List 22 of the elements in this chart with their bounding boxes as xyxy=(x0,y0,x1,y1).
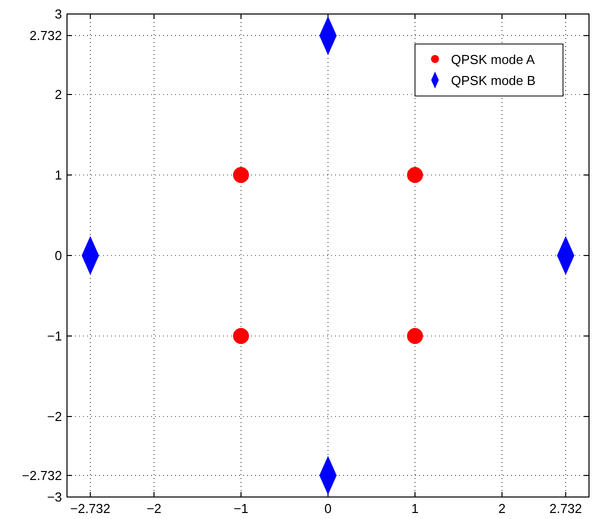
legend-label: QPSK mode A xyxy=(451,52,536,67)
x-tick-label: 2 xyxy=(498,501,506,516)
point xyxy=(407,167,423,183)
point xyxy=(233,328,249,344)
y-tick-label: −2.732 xyxy=(22,468,62,483)
legend-label: QPSK mode B xyxy=(451,73,536,88)
point xyxy=(407,328,423,344)
y-tick-label: 2 xyxy=(54,87,62,102)
x-tick-label: −1 xyxy=(234,501,248,516)
y-tick-label: 3 xyxy=(54,6,62,22)
point xyxy=(233,167,249,183)
y-tick-label: −2 xyxy=(47,409,62,424)
y-tick-label: 1 xyxy=(54,168,62,182)
x-tick-label: −2 xyxy=(146,501,162,516)
y-tick-label: −3 xyxy=(47,490,62,504)
y-tick-label: −1 xyxy=(47,328,62,344)
y-tick-label: 2.732 xyxy=(29,28,62,44)
x-tick-label: 0 xyxy=(324,501,332,516)
x-tick-label: 1 xyxy=(411,501,419,516)
x-tick-label: −2.732 xyxy=(70,501,110,516)
x-tick-label: 2.732 xyxy=(549,501,582,516)
y-tick-label: 0 xyxy=(54,248,62,263)
